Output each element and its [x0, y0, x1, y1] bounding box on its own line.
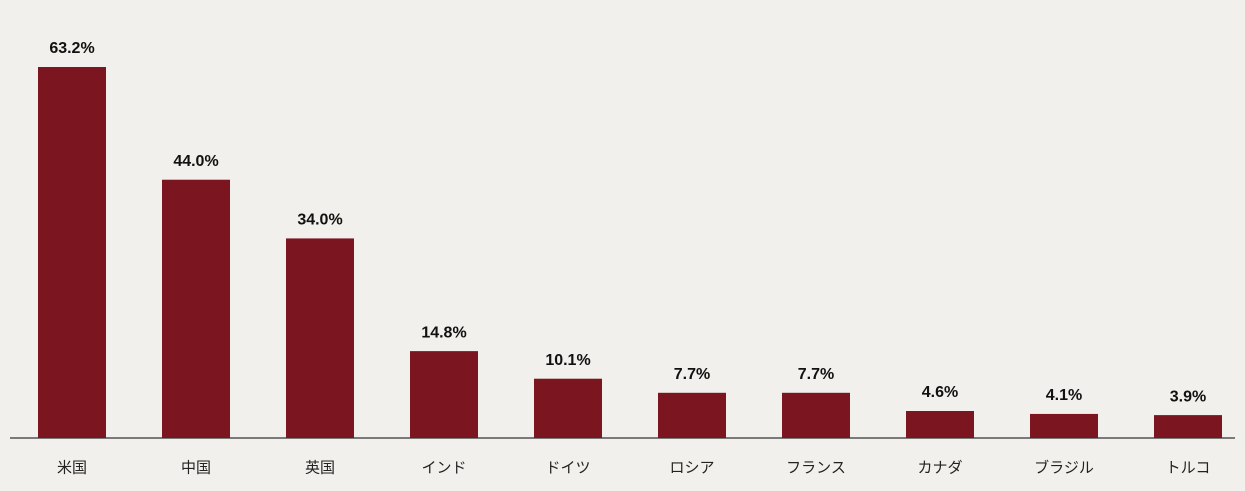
value-label: 7.7% — [674, 366, 710, 383]
x-tick-label: 中国 — [181, 459, 211, 477]
x-tick-label: トルコ — [1166, 459, 1211, 477]
value-label: 7.7% — [798, 366, 834, 383]
bar — [1030, 413, 1098, 438]
bar — [38, 67, 106, 439]
value-label: 14.8% — [421, 324, 466, 341]
x-tick-label: フランス — [786, 459, 846, 477]
bar — [410, 351, 478, 438]
x-tick-label: ブラジル — [1034, 459, 1094, 477]
value-label: 4.6% — [922, 384, 958, 401]
x-tick-label: ロシア — [669, 459, 714, 477]
value-label: 63.2% — [49, 40, 94, 57]
value-label: 10.1% — [545, 352, 590, 369]
bar — [906, 410, 974, 438]
bar — [162, 179, 230, 438]
bar — [782, 392, 850, 438]
value-label: 44.0% — [173, 153, 218, 170]
x-tick-label: 英国 — [305, 459, 335, 477]
value-label: 3.9% — [1170, 388, 1206, 405]
value-label: 4.1% — [1046, 387, 1082, 404]
x-tick-label: 米国 — [57, 459, 87, 477]
bar — [534, 378, 602, 438]
x-tick-label: ドイツ — [545, 459, 590, 477]
value-label: 34.0% — [297, 212, 342, 229]
x-tick-label: インド — [421, 459, 466, 477]
bar — [1154, 415, 1222, 438]
bar — [286, 238, 354, 438]
x-tick-label: カナダ — [917, 459, 962, 477]
bar — [658, 392, 726, 438]
